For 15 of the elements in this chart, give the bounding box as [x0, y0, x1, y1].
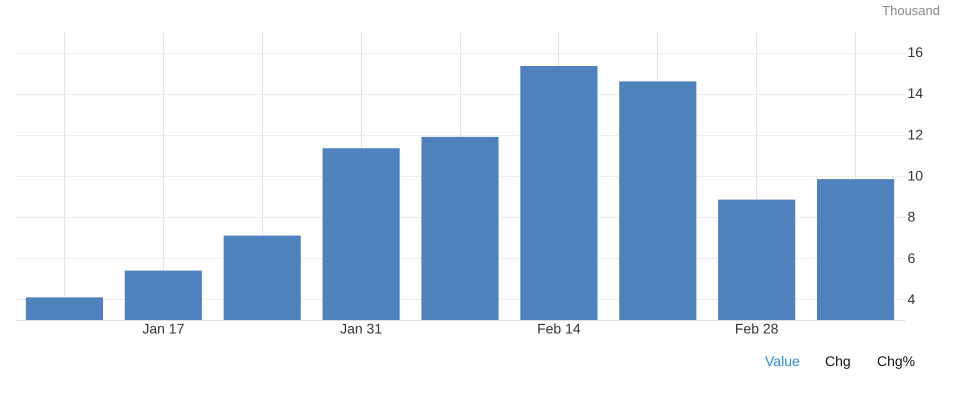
- y-tick-label: 14: [908, 85, 924, 102]
- x-tick-label: Feb 28: [734, 320, 779, 336]
- y-tick-label: 4: [908, 290, 916, 307]
- text: Chg%: [877, 353, 916, 369]
- y-tick-label: 10: [908, 168, 924, 184]
- x-tick-label: Jan 31: [340, 320, 382, 336]
- x-tick-label: Jan 17: [142, 320, 185, 336]
- y-tick-label: 6: [908, 250, 916, 266]
- text: Chg: [825, 353, 851, 369]
- y-tick-label: 8: [908, 208, 916, 225]
- y-tick-label: 12: [908, 126, 924, 142]
- y-tick-label: 16: [908, 44, 924, 60]
- x-tick-label: Feb 14: [537, 320, 581, 336]
- y-axis-title: Thousand: [882, 3, 940, 18]
- text: Value: [765, 353, 800, 369]
